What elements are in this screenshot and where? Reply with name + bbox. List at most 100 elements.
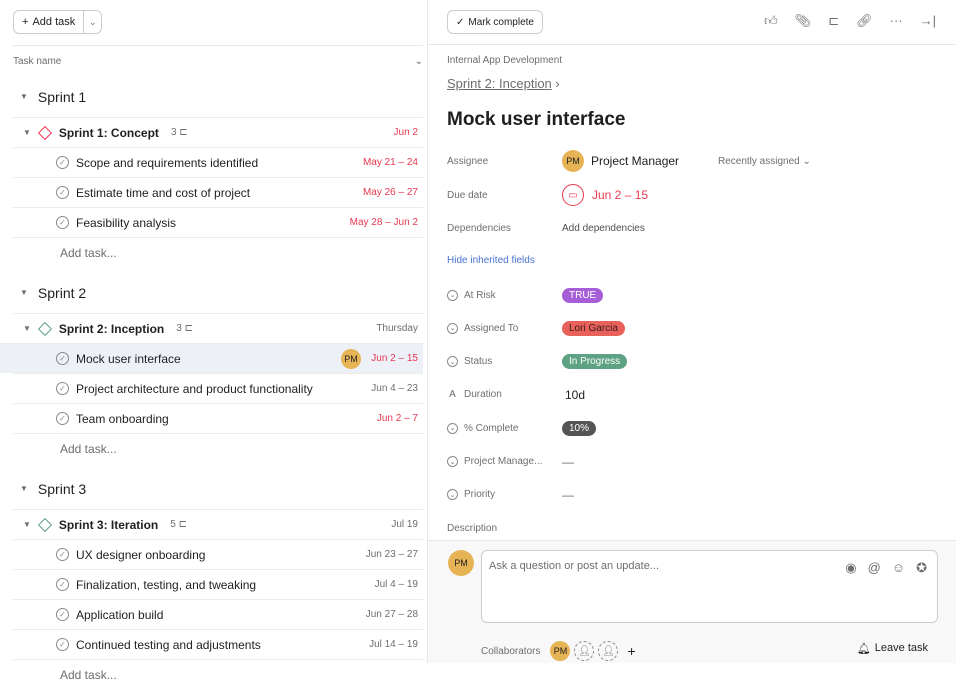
add-collaborator-icon[interactable]: 👤︎ [598,641,619,661]
close-panel-icon[interactable]: →| [919,13,936,28]
complete-check-icon[interactable]: ✓ [56,352,69,365]
avatar[interactable]: PM [550,641,571,661]
add-task-button[interactable]: + Add task [14,11,85,33]
leave-task-button[interactable]: 🔔︎ Leave task [856,642,928,655]
paperclip-icon[interactable]: 📎︎ [794,13,812,28]
calendar-icon[interactable]: ▭ [562,184,584,206]
field-value[interactable]: — [562,487,574,502]
comment-input[interactable]: Ask a question or post an update... ◉ @ … [481,550,938,623]
due-date[interactable]: Jul 14 – 19 [369,639,418,650]
milestone-diamond-icon[interactable] [37,517,52,532]
due-date[interactable]: Jun 27 – 28 [365,609,418,620]
task-row[interactable]: ✓ Project architecture and product functi… [13,373,423,403]
task-row[interactable]: ✓ Scope and requirements identified May 21… [13,147,423,177]
complete-check-icon[interactable]: ✓ [56,382,69,395]
mention-icon[interactable]: @ [867,560,881,575]
field-value[interactable]: 10d [565,387,586,402]
subtask-count[interactable]: 5 ⊏ [170,519,187,530]
due-date[interactable]: May 28 – Jun 2 [349,217,418,228]
subtask-icon[interactable]: ⊏ [828,13,840,28]
section-header[interactable]: ▼ Sprint 3 [0,468,427,509]
task-row[interactable]: ✓ Finalization, testing, and tweaking Jul … [13,569,423,599]
milestone-diamond-icon[interactable] [37,125,52,140]
collapse-triangle-icon[interactable]: ▼ [20,484,28,493]
section-name[interactable]: Sprint 1 [37,88,87,105]
due-date[interactable]: Jul 4 – 19 [374,579,418,590]
field-value-pill[interactable]: 10% [562,420,597,436]
complete-check-icon[interactable]: ✓ [56,578,69,591]
link-icon[interactable]: 🔗︎ [856,13,873,28]
task-name[interactable]: Mock user interface [76,351,181,366]
due-date[interactable]: Jun 4 – 23 [371,383,418,394]
emoji-icon[interactable]: ☺ [891,560,906,575]
task-row[interactable]: ✓ Continued testing and adjustments Jul 14… [13,629,423,659]
field-value[interactable]: — [562,454,574,469]
subtask-count[interactable]: 3 ⊏ [176,323,193,334]
milestone-row[interactable]: ▼ Sprint 1: Concept 3 ⊏ Jun 2 [13,117,423,147]
field-value-pill[interactable]: TRUE [562,287,604,303]
plus-icon[interactable]: + [627,643,636,659]
complete-check-icon[interactable]: ✓ [56,638,69,651]
mark-complete-button[interactable]: ✓ Mark complete [447,10,543,34]
field-value-pill[interactable]: Lori Garcia [562,320,625,336]
due-date[interactable]: May 26 – 27 [362,187,418,198]
parent-task-link[interactable]: Sprint 2: Inception › [447,76,560,91]
milestone-name[interactable]: Sprint 1: Concept [58,125,159,140]
task-name[interactable]: Application build [76,607,164,622]
milestone-row[interactable]: ▼ Sprint 3: Iteration 5 ⊏ Jul 19 [13,509,423,539]
milestone-name[interactable]: Sprint 3: Iteration [58,517,159,532]
record-icon[interactable]: ◉ [845,560,857,575]
avatar[interactable]: PM [341,348,361,369]
column-header[interactable]: Task name ⌄ [13,45,423,76]
task-name[interactable]: Continued testing and adjustments [76,637,261,652]
complete-check-icon[interactable]: ✓ [56,548,69,561]
add-task-row[interactable]: Add task... [13,659,423,694]
collapse-triangle-icon[interactable]: ▼ [20,92,28,101]
task-name[interactable]: Team onboarding [76,411,169,426]
add-collaborator-icon[interactable]: 👤︎ [574,641,595,661]
add-task-dropdown[interactable]: ⌄ [88,16,97,27]
complete-check-icon[interactable]: ✓ [56,608,69,621]
field-value-pill[interactable]: In Progress [562,354,628,370]
add-dependencies-button[interactable]: Add dependencies [562,222,645,234]
task-row[interactable]: ✓ Mock user interface PM Jun 2 – 15 [0,343,423,373]
task-row[interactable]: ✓ Application build Jun 27 – 28 [13,599,423,629]
star-icon[interactable]: ✪ [916,560,927,575]
complete-check-icon[interactable]: ✓ [56,156,69,169]
collapse-triangle-icon[interactable]: ▼ [23,128,31,137]
task-title[interactable]: Mock user interface [447,109,626,130]
task-name[interactable]: UX designer onboarding [76,547,206,562]
due-date[interactable]: Jun 23 – 27 [365,549,418,560]
section-header[interactable]: ▼ Sprint 1 [0,76,427,117]
task-name[interactable]: Estimate time and cost of project [76,185,251,200]
due-date[interactable]: Jun 2 – 7 [376,413,418,424]
task-name[interactable]: Scope and requirements identified [76,155,259,170]
thumbs-up-icon[interactable]: 👍︎ [764,13,778,28]
task-name[interactable]: Feasibility analysis [76,215,177,230]
milestone-row[interactable]: ▼ Sprint 2: Inception 3 ⊏ Thursday [13,313,423,343]
recently-assigned-dropdown[interactable]: Recently assigned ⌄ [718,155,811,167]
subtask-count[interactable]: 3 ⊏ [171,127,188,138]
task-name[interactable]: Finalization, testing, and tweaking [76,577,257,592]
add-task-row[interactable]: Add task... [13,237,423,272]
due-date[interactable]: Jun 2 – 15 [371,353,418,364]
due-date[interactable]: Thursday [376,323,418,334]
more-icon[interactable]: ··· [889,13,903,28]
complete-check-icon[interactable]: ✓ [56,412,69,425]
task-name[interactable]: Project architecture and product functio… [76,381,313,396]
chevron-down-icon[interactable]: ⌄ [414,55,423,67]
task-row[interactable]: ✓ UX designer onboarding Jun 23 – 27 [13,539,423,569]
task-row[interactable]: ✓ Team onboarding Jun 2 – 7 [13,403,423,433]
task-row[interactable]: ✓ Feasibility analysis May 28 – Jun 2 [13,207,423,237]
complete-check-icon[interactable]: ✓ [56,216,69,229]
due-date[interactable]: Jun 2 [393,127,418,138]
complete-check-icon[interactable]: ✓ [56,186,69,199]
milestone-name[interactable]: Sprint 2: Inception [58,321,165,336]
project-name[interactable]: Internal App Development [447,55,563,66]
milestone-diamond-icon[interactable] [37,321,52,336]
hide-inherited-fields-link[interactable]: Hide inherited fields [447,255,535,266]
due-date[interactable]: May 21 – 24 [362,157,418,168]
section-name[interactable]: Sprint 2 [37,284,87,301]
section-header[interactable]: ▼ Sprint 2 [0,272,427,313]
collapse-triangle-icon[interactable]: ▼ [23,324,31,333]
